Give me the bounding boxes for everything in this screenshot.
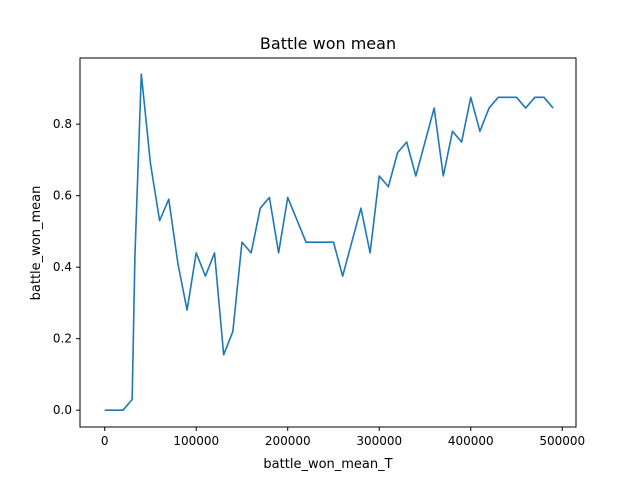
series-points (104, 74, 554, 411)
x-tick-label: 200000 (265, 434, 311, 448)
y-tick-label: 0.6 (53, 189, 72, 203)
x-tick-label: 400000 (448, 434, 494, 448)
chart-title: Battle won mean (260, 34, 396, 53)
y-tick-label: 0.8 (53, 117, 72, 131)
series-line (104, 73, 554, 411)
y-tick-label: 0.2 (53, 332, 72, 346)
plot-frame (79, 57, 577, 428)
x-axis-label: battle_won_mean_T (263, 457, 392, 472)
plot-area: 0 100000 200000 300000 400000 500000 0.00.20.… (53, 57, 585, 448)
y-axis-label: battle_won_mean (29, 186, 44, 301)
y-tick-label: 0.4 (53, 260, 72, 274)
y-tick-label: 0.0 (53, 403, 72, 417)
x-tick-label: 500000 (539, 434, 585, 448)
x-tick-label: 100000 (173, 434, 219, 448)
x-axis-ticks: 0 100000 200000 300000 400000 500000 (101, 427, 585, 448)
x-tick-label: 300000 (356, 434, 402, 448)
x-tick-label: 0 (101, 434, 109, 448)
y-axis-ticks: 0.0 0.2 0.4 0.6 0.8 (53, 117, 80, 417)
